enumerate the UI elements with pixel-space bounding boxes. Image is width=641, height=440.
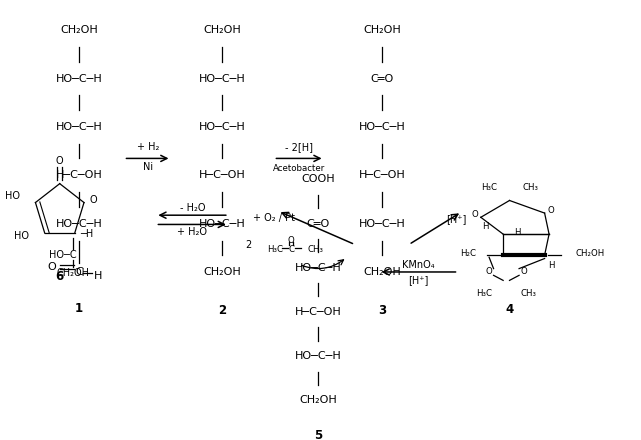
Text: CH₃: CH₃ (307, 245, 323, 254)
Text: O: O (471, 210, 478, 219)
Text: C: C (75, 267, 83, 277)
Text: 4: 4 (505, 303, 513, 316)
Text: O: O (486, 268, 492, 276)
Text: HO: HO (13, 231, 29, 242)
Text: 5: 5 (314, 429, 322, 440)
Text: H₂C: H₂C (460, 249, 476, 257)
Text: Ni: Ni (143, 162, 153, 172)
Text: CH₂OH: CH₂OH (204, 25, 241, 35)
Text: + O₂ / Pt: + O₂ / Pt (253, 213, 294, 223)
Text: CH₂OH: CH₂OH (575, 249, 604, 257)
Text: H─C─OH: H─C─OH (199, 170, 246, 180)
Text: HO─C─H: HO─C─H (56, 122, 102, 132)
Text: O: O (288, 236, 295, 245)
Text: H₃C: H₃C (481, 183, 497, 192)
Text: O: O (56, 155, 63, 165)
Text: CH₂OH: CH₂OH (299, 395, 337, 405)
Text: O: O (520, 268, 527, 276)
Text: CH₂OH: CH₂OH (56, 268, 89, 278)
Text: 3: 3 (378, 304, 386, 317)
Text: Acetobacter: Acetobacter (273, 165, 325, 173)
Text: C: C (288, 245, 294, 254)
Text: [H⁺]: [H⁺] (408, 275, 428, 285)
Text: HO─C─H: HO─C─H (295, 351, 342, 361)
Text: HO─C─H: HO─C─H (56, 219, 102, 229)
Text: HO─C─H: HO─C─H (358, 122, 405, 132)
Text: H─C─OH: H─C─OH (358, 170, 405, 180)
Text: H₃C: H₃C (476, 290, 492, 298)
Text: HO─C─H: HO─C─H (199, 122, 246, 132)
Text: + H₂O: + H₂O (178, 227, 208, 237)
Text: O: O (47, 262, 56, 272)
Text: 2: 2 (219, 304, 226, 317)
Text: H: H (548, 261, 554, 270)
Text: HO─C─H: HO─C─H (56, 73, 102, 84)
Text: CH₃: CH₃ (522, 183, 538, 192)
Text: O: O (547, 205, 554, 215)
Text: H─C─OH: H─C─OH (56, 170, 102, 180)
Text: [H⁺]: [H⁺] (446, 214, 467, 224)
Text: C═O: C═O (306, 219, 329, 229)
Text: H₃C: H₃C (267, 245, 283, 254)
Text: HO: HO (4, 191, 19, 201)
Text: H: H (482, 222, 488, 231)
Text: CH₂OH: CH₂OH (60, 25, 97, 35)
Text: COOH: COOH (301, 174, 335, 184)
Text: - 2[H]: - 2[H] (285, 142, 313, 152)
Text: ─H: ─H (80, 229, 93, 239)
Text: HO─C─H: HO─C─H (199, 219, 246, 229)
Text: + H₂: + H₂ (137, 142, 159, 152)
Text: CH₂OH: CH₂OH (204, 267, 241, 277)
Text: H: H (514, 227, 520, 237)
Text: HO─C─H: HO─C─H (358, 219, 405, 229)
Text: O: O (89, 195, 97, 205)
Text: CH₃: CH₃ (520, 290, 537, 298)
Text: H: H (94, 271, 102, 281)
Text: CH₂OH: CH₂OH (363, 267, 401, 277)
Text: - H₂O: - H₂O (179, 203, 205, 213)
Text: 2: 2 (245, 241, 251, 250)
Text: CH₂OH: CH₂OH (363, 25, 401, 35)
Text: KMnO₄: KMnO₄ (402, 260, 435, 270)
Text: H─C─OH: H─C─OH (295, 307, 342, 317)
Text: HO─C─H: HO─C─H (295, 263, 342, 273)
Text: C═O: C═O (370, 73, 394, 84)
Text: HO─C: HO─C (49, 250, 77, 260)
Text: HO─C─H: HO─C─H (199, 73, 246, 84)
Text: 6: 6 (56, 270, 64, 282)
Text: 1: 1 (75, 302, 83, 315)
